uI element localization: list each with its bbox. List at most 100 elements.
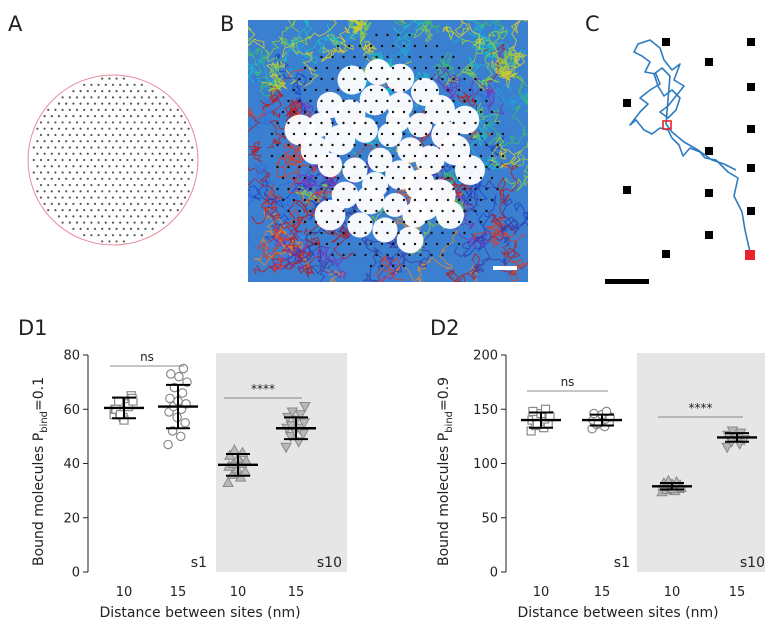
- lattice-boundary: [27, 74, 199, 246]
- trajectory-trace: [330, 208, 357, 260]
- binding-site-dot: [446, 176, 450, 180]
- binding-site-dot: [314, 88, 318, 92]
- lattice-site: [83, 96, 86, 99]
- lattice-site: [169, 121, 172, 124]
- lattice-site: [133, 171, 136, 174]
- binding-site-dot: [463, 187, 466, 191]
- lattice-site: [54, 108, 57, 111]
- site-halo: [409, 189, 441, 221]
- lattice-site: [169, 108, 172, 111]
- lattice-site: [165, 152, 169, 155]
- lattice-site: [115, 202, 118, 205]
- y-tick-label: 100: [473, 457, 498, 472]
- binding-site-dot: [353, 187, 356, 191]
- lattice-site: [115, 89, 118, 93]
- lattice-site: [93, 190, 97, 193]
- lattice-site: [191, 158, 194, 162]
- binding-site-dot: [413, 44, 417, 48]
- binding-site-dot: [457, 220, 461, 224]
- lattice-site: [90, 83, 93, 86]
- lattice-site: [68, 96, 71, 99]
- lattice-site: [93, 127, 97, 130]
- binding-site-dot: [474, 143, 477, 147]
- condition-label: s1: [614, 555, 630, 571]
- lattice-site: [90, 196, 93, 199]
- lattice-site: [68, 121, 71, 124]
- lattice-site: [86, 165, 89, 168]
- y-tick-label: 60: [63, 403, 80, 418]
- binding-site-dot: [474, 99, 477, 103]
- binding-site-dot: [441, 253, 444, 257]
- lattice-site: [147, 158, 151, 162]
- lattice-site: [57, 140, 61, 143]
- binding-site-dot: [281, 198, 285, 202]
- binding-site-dot: [397, 253, 400, 257]
- binding-site: [705, 147, 713, 155]
- binding-site-dot: [397, 143, 400, 147]
- binding-site: [662, 38, 670, 46]
- lattice-site: [83, 171, 86, 174]
- binding-site-dot: [331, 121, 334, 125]
- binding-site-dot: [452, 231, 455, 235]
- binding-site: [705, 58, 713, 66]
- binding-site-dot: [391, 264, 395, 268]
- trajectory-trace: [410, 277, 423, 282]
- lattice-site: [90, 121, 93, 124]
- lattice-site: [119, 121, 122, 124]
- binding-site-dot: [457, 198, 461, 202]
- lattice-site: [144, 102, 147, 105]
- trajectory-trace: [363, 249, 400, 282]
- lattice-site: [104, 158, 107, 162]
- binding-site-dot: [325, 242, 329, 246]
- lattice-site: [72, 227, 75, 231]
- binding-site: [623, 99, 631, 107]
- binding-site-dot: [303, 132, 307, 136]
- binding-site-dot: [457, 132, 461, 136]
- lattice-site: [140, 133, 143, 137]
- lattice-site: [43, 165, 46, 168]
- binding-site-dot: [336, 132, 340, 136]
- lattice-site: [119, 133, 122, 137]
- lattice-site: [162, 196, 165, 199]
- binding-site-dot: [446, 66, 450, 70]
- data-point: [299, 402, 311, 413]
- lattice-site: [147, 196, 151, 199]
- binding-site-dot: [435, 44, 439, 48]
- lattice-site: [183, 171, 187, 174]
- binding-site: [747, 83, 755, 91]
- lattice-site: [57, 177, 61, 180]
- lattice-site: [111, 209, 115, 212]
- binding-site-dot: [441, 55, 444, 59]
- binding-site-dot: [441, 231, 444, 235]
- binding-site-dot: [391, 88, 395, 92]
- binding-site-dot: [463, 209, 466, 213]
- binding-site-dot: [452, 121, 455, 125]
- x-axis-label: Distance between sites (nm): [517, 605, 718, 621]
- y-tick-label: 50: [481, 511, 498, 526]
- binding-site-dot: [336, 242, 340, 246]
- lattice-site: [50, 190, 53, 193]
- binding-site-dot: [474, 121, 477, 125]
- trajectory-trace: [509, 258, 528, 281]
- lattice-site: [79, 140, 82, 143]
- lattice-site: [108, 215, 111, 218]
- lattice-site: [126, 209, 129, 212]
- lattice-site: [61, 183, 64, 187]
- trajectory-trace: [375, 255, 407, 282]
- binding-site-dot: [386, 143, 389, 147]
- binding-site-dot: [441, 143, 444, 147]
- binding-site-dot: [430, 99, 433, 103]
- lattice-site: [115, 140, 118, 143]
- binding-site: [747, 207, 755, 215]
- binding-site-dot: [342, 187, 345, 191]
- binding-site-dot: [336, 44, 340, 48]
- lattice-site: [65, 190, 68, 193]
- binding-site-dot: [479, 154, 483, 158]
- lattice-site: [183, 133, 187, 137]
- binding-site-dot: [364, 55, 367, 59]
- binding-site-dot: [457, 110, 461, 114]
- lattice-site: [162, 133, 165, 137]
- lattice-site: [86, 202, 89, 205]
- lattice-site: [104, 121, 107, 124]
- lattice-site: [129, 102, 133, 105]
